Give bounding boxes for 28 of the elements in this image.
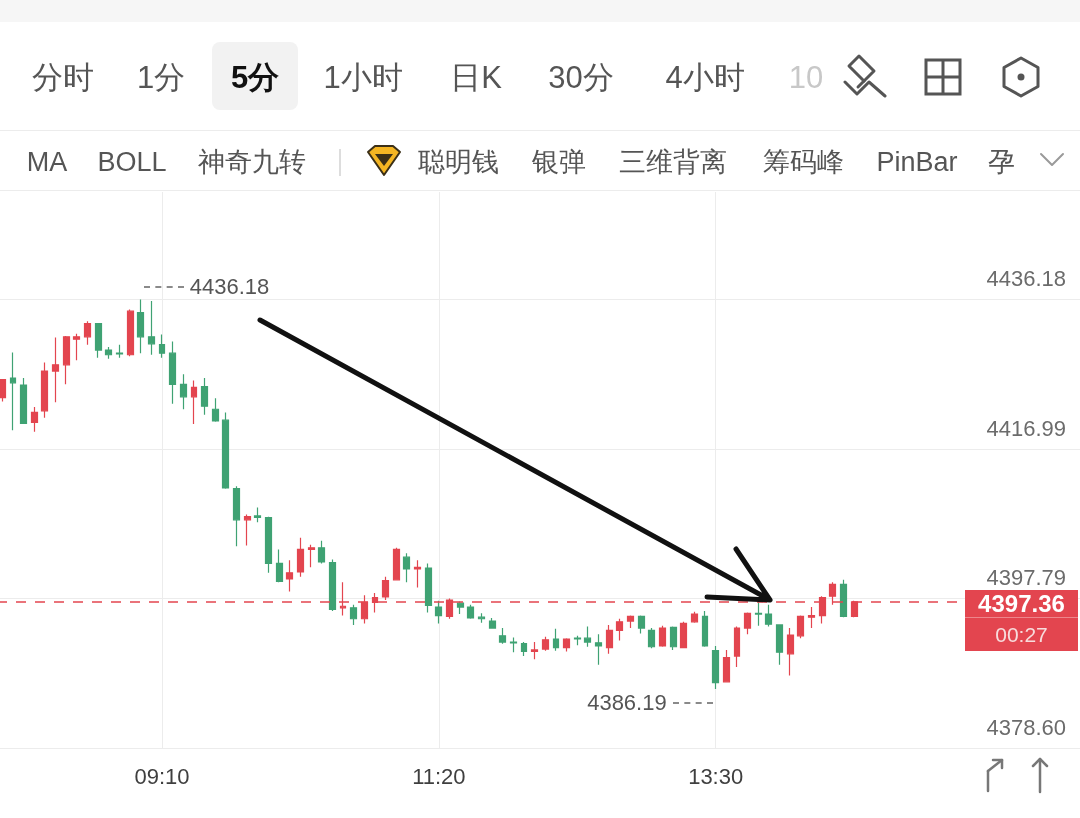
y-tick-label: 4397.79 — [986, 565, 1066, 591]
text: 4小时 — [665, 59, 745, 95]
text: 筹码峰 — [762, 146, 844, 177]
text: 1小时 — [323, 59, 403, 95]
text: 银弹 — [532, 146, 586, 177]
text: 30分 — [548, 59, 614, 95]
x-tick-label: 11:20 — [412, 763, 466, 789]
annotation: 00:27 — [965, 616, 1078, 651]
annotation: 4386.19 — [587, 689, 667, 715]
y-tick-label: 4436.18 — [986, 266, 1066, 292]
y-tick-label: 4416.99 — [986, 415, 1066, 441]
text: 神奇九转 — [198, 146, 306, 177]
text: 1分 — [136, 59, 186, 95]
x-tick-label: 09:10 — [134, 763, 190, 789]
text: 日K — [450, 59, 502, 95]
text: 5分 — [230, 59, 280, 95]
text: PinBar — [876, 146, 958, 177]
annotation: 4436.18 — [189, 273, 270, 299]
ref-line-label: 4397.36 — [978, 589, 1065, 617]
price-tag: 4397.36 00:27 — [965, 589, 1078, 651]
text: 分时 — [32, 59, 94, 95]
text: 孕 — [987, 146, 1015, 177]
text: 三维背离 — [619, 146, 727, 177]
x-tick-label: 13:30 — [688, 763, 744, 789]
text: 聪明钱 — [417, 146, 499, 177]
text: BOLL — [97, 146, 167, 177]
text: MA — [26, 146, 68, 177]
y-tick-label: 4378.60 — [986, 714, 1066, 740]
